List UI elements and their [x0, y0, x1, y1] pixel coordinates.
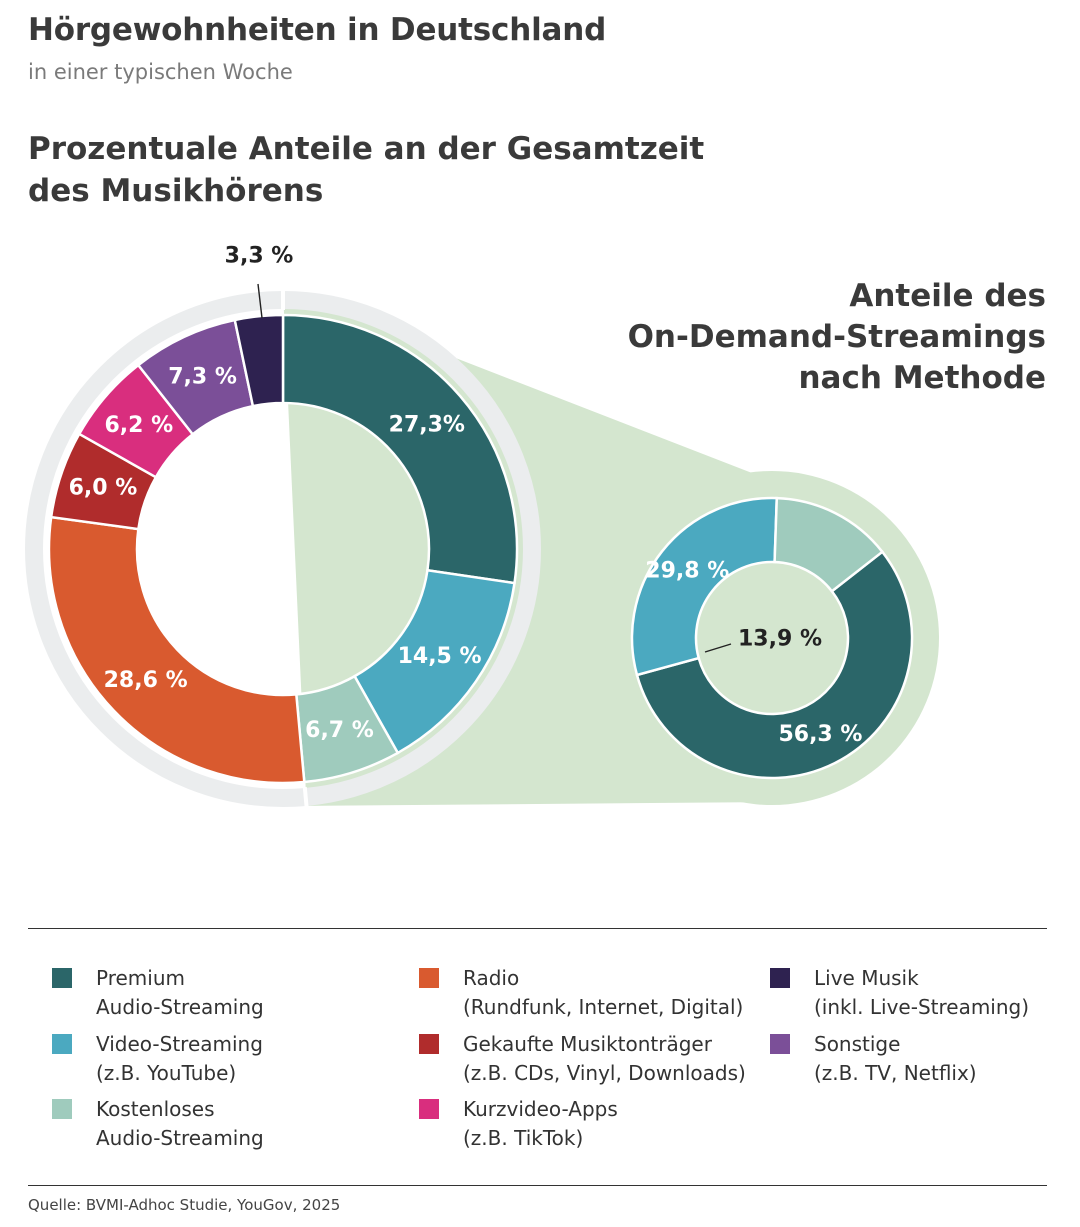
legend-sublabel: Audio-Streaming	[96, 995, 264, 1019]
legend-sublabel: (z.B. YouTube)	[96, 1061, 237, 1085]
heading-line-2: des Musikhörens	[28, 173, 324, 209]
legend-swatch-radio	[419, 968, 439, 988]
ring-gap-bottom	[302, 786, 309, 808]
legend-swatch-kurzvideo	[419, 1099, 439, 1119]
main-label-kurzvideo: 6,2 %	[104, 413, 173, 438]
main-slice-premium	[281, 313, 519, 585]
legend-label: Video-Streaming	[96, 1032, 263, 1056]
streaming-donut	[630, 496, 914, 780]
streaming-heading-line-1: Anteile des	[849, 278, 1046, 314]
streaming-slice-premium	[635, 550, 914, 780]
streaming-heading: Anteile des On-Demand-Streamings nach Me…	[628, 276, 1046, 399]
main-donut	[47, 313, 519, 785]
streaming-heading-line-2: On-Demand-Streamings	[627, 319, 1046, 355]
legend-swatch-kostenlos	[52, 1099, 72, 1119]
data-labels: 27,3% 14,5 % 6,7 % 28,6 % 6,0 % 6,2 % 7,3 % 3,3…	[69, 244, 863, 748]
main-chart-heading: Prozentuale Anteile an der Gesamtzeit de…	[28, 128, 728, 212]
legend-label: Kostenloses	[96, 1097, 215, 1121]
leader-lines	[257, 283, 732, 653]
legend-sublabel: (inkl. Live-Streaming)	[814, 995, 1030, 1019]
legend-sublabel: (Rundfunk, Internet, Digital)	[463, 995, 744, 1019]
legend: Premium Audio-Streaming Video-Streaming (z…	[0, 960, 1080, 1160]
main-label-kostenlos: 6,7 %	[305, 718, 374, 743]
main-label-radio: 28,6 %	[104, 668, 188, 693]
chart-area: 27,3% 14,5 % 6,7 % 28,6 % 6,0 % 6,2 % 7,3 % 3,3…	[25, 244, 939, 808]
legend-sublabel: (z.B. CDs, Vinyl, Downloads)	[463, 1061, 746, 1085]
legend-label: Gekaufte Musiktonträger	[463, 1032, 712, 1056]
streaming-slice-kostenlos	[773, 496, 885, 593]
legend-label: Premium	[96, 966, 185, 990]
main-label-sonstige: 7,3 %	[168, 364, 237, 389]
legend-swatch-premium	[52, 968, 72, 988]
streaming-heading-line-3: nach Methode	[798, 360, 1046, 396]
main-label-live: 3,3 %	[225, 244, 294, 269]
legend-swatch-gekauft	[419, 1034, 439, 1054]
main-slice-radio	[47, 515, 306, 785]
streaming-label-premium: 56,3 %	[778, 722, 862, 747]
legend-divider-top	[28, 928, 1047, 929]
page-subtitle: in einer typischen Woche	[28, 60, 293, 84]
streaming-label-kostenlos: 13,9 %	[738, 627, 822, 652]
legend-swatch-sonstige	[770, 1034, 790, 1054]
legend-swatch-video	[52, 1034, 72, 1054]
streaming-leader-kostenlos	[704, 643, 732, 653]
legend-sublabel: (z.B. TV, Netflix)	[814, 1061, 977, 1085]
main-label-gekauft: 6,0 %	[69, 476, 138, 501]
legend-divider-bottom	[28, 1185, 1047, 1186]
streaming-slice-video	[630, 496, 779, 677]
legend-label: Kurzvideo-Apps	[463, 1097, 618, 1121]
heading-line-1: Prozentuale Anteile an der Gesamtzeit	[28, 131, 705, 167]
legend-swatch-live	[770, 968, 790, 988]
source-note: Quelle: BVMI-Adhoc Studie, YouGov, 2025	[28, 1196, 341, 1214]
legend-label: Live Musik	[814, 966, 919, 990]
main-label-video: 14,5 %	[398, 644, 482, 669]
legend-sublabel: (z.B. TikTok)	[463, 1126, 584, 1150]
legend-sublabel: Audio-Streaming	[96, 1126, 264, 1150]
legend-label: Radio	[463, 966, 520, 990]
main-leader-live	[257, 283, 263, 319]
main-label-premium: 27,3%	[389, 412, 465, 437]
legend-label: Sonstige	[814, 1032, 901, 1056]
streaming-label-video: 29,8 %	[645, 559, 729, 584]
page-title: Hörgewohnheiten in Deutschland	[28, 12, 607, 48]
main-slice-live	[233, 313, 285, 408]
